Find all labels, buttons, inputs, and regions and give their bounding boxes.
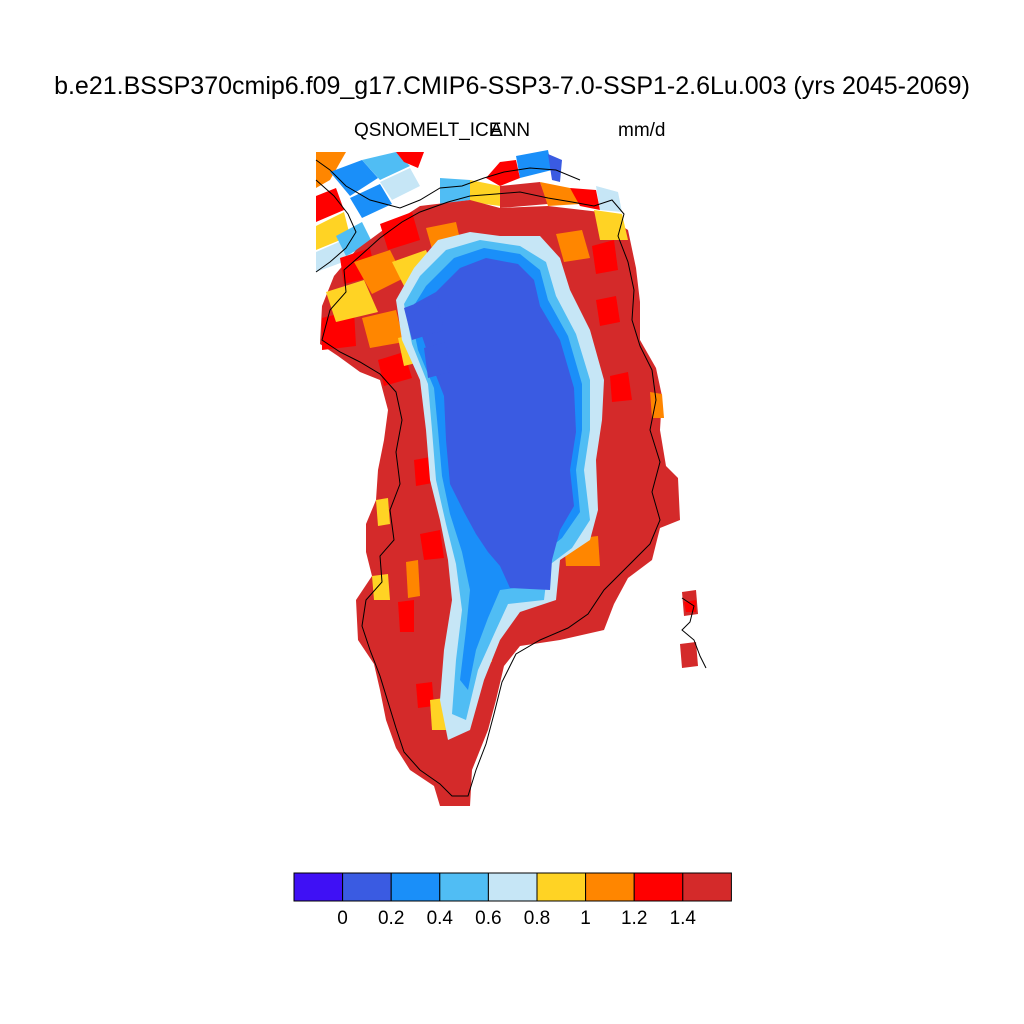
field-cell — [424, 342, 450, 378]
colorbar-tick-label: 0 — [337, 908, 348, 929]
field-cell — [500, 182, 548, 208]
colorbar-tick-label: 0.6 — [475, 908, 502, 929]
field-cell — [594, 210, 628, 240]
field-cell — [416, 682, 434, 708]
field-cell — [362, 310, 404, 348]
field-cell — [610, 372, 632, 402]
colorbar-swatch — [487, 872, 538, 902]
field-cell — [556, 230, 590, 262]
field-cell — [354, 250, 404, 294]
field-cell — [322, 310, 356, 350]
field-cell — [376, 498, 390, 526]
colorbar-swatch — [390, 872, 441, 902]
colorbar-tick-label: 0.4 — [426, 908, 454, 929]
colorbar — [293, 872, 732, 902]
field-cell — [440, 178, 470, 204]
field-cell — [596, 296, 620, 326]
field-cell — [396, 152, 424, 168]
field-cell — [406, 560, 420, 598]
colorbar-tick-label: 1.4 — [669, 908, 697, 929]
field-cell — [316, 212, 350, 250]
field-cell — [548, 154, 562, 182]
coastline-north — [315, 159, 581, 209]
field-cell — [570, 188, 600, 210]
field-cell — [486, 160, 520, 186]
colorbar-swatch — [536, 872, 587, 902]
field-cell — [398, 600, 414, 632]
colorbar-tick-label: 0.2 — [377, 908, 405, 929]
field-cell — [650, 392, 664, 418]
units-label: mm/d — [618, 120, 666, 141]
colorbar-swatch — [585, 872, 635, 902]
season-label: ANN — [490, 120, 531, 141]
snowmelt-field — [316, 150, 698, 806]
field-cell — [326, 280, 378, 322]
field-cell — [316, 152, 346, 188]
field-cell — [380, 168, 420, 200]
field-cell — [336, 222, 372, 256]
field-cell — [380, 212, 420, 250]
field-cell — [350, 184, 392, 218]
colorbar-swatch — [633, 872, 684, 902]
field-cell — [420, 530, 444, 560]
field-cell — [680, 642, 698, 668]
field-cell — [516, 150, 552, 178]
field-cell — [596, 186, 622, 212]
colorbar-swatch — [439, 872, 489, 902]
coastline-island-east — [681, 597, 707, 669]
colorbar-swatch — [293, 872, 344, 902]
colorbar-tick-label: 0.8 — [523, 908, 551, 929]
variable-label: QSNOMELT_ICE — [354, 120, 502, 141]
field-cell — [316, 188, 344, 222]
field-cell — [362, 152, 410, 180]
colorbar-swatch — [342, 872, 392, 902]
plot-title: b.e21.BSSP370cmip6.f09_g17.CMIP6-SSP3-7.… — [54, 72, 970, 100]
field-cell — [372, 574, 390, 600]
field-cell — [330, 160, 378, 196]
colorbar-tick-label: 1 — [580, 908, 591, 929]
coastline-northwest — [315, 179, 357, 273]
colorbar-tick-label: 1.2 — [620, 908, 648, 929]
coastline-main — [321, 191, 661, 797]
field-cell — [592, 240, 618, 274]
coastline — [315, 159, 707, 797]
colorbar-swatch — [682, 872, 732, 902]
field-cell — [404, 296, 444, 340]
field-cell — [470, 180, 500, 206]
field-cell — [414, 258, 576, 590]
